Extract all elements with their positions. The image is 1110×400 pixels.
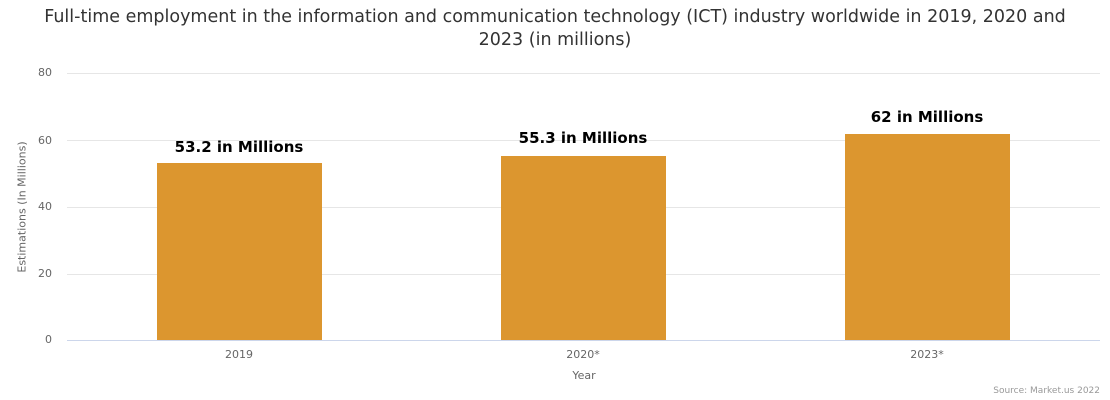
x-tick-2023: 2023* xyxy=(910,348,944,361)
y-tick-80: 80 xyxy=(38,66,52,79)
y-tick-20: 20 xyxy=(38,267,52,280)
gridline-60 xyxy=(67,140,1100,141)
x-tick-2019: 2019 xyxy=(225,348,253,361)
x-axis-baseline xyxy=(67,340,1100,341)
y-tick-60: 60 xyxy=(38,134,52,147)
data-label-2019: 53.2 in Millions xyxy=(174,138,304,156)
x-axis-label: Year xyxy=(572,369,596,382)
x-tick-2020: 2020* xyxy=(566,348,600,361)
source-credit: Source: Market.us 2022 xyxy=(993,386,1100,396)
y-tick-40: 40 xyxy=(38,200,52,213)
data-label-2020: 55.3 in Millions xyxy=(518,129,648,147)
bar-2023[interactable] xyxy=(845,134,1010,340)
y-tick-0: 0 xyxy=(45,333,52,346)
chart-title-line-2: 2023 (in millions) xyxy=(478,30,632,50)
gridline-80 xyxy=(67,73,1100,74)
chart-title-line-1: Full-time employment in the information … xyxy=(44,7,1066,27)
bar-2020[interactable] xyxy=(501,156,666,340)
bar-2019[interactable] xyxy=(157,163,322,340)
data-label-2023: 62 in Millions xyxy=(870,108,984,126)
plot-area: 53.2 in Millions 55.3 in Millions 62 in … xyxy=(67,73,1100,341)
chart-title: Full-time employment in the information … xyxy=(0,6,1110,52)
